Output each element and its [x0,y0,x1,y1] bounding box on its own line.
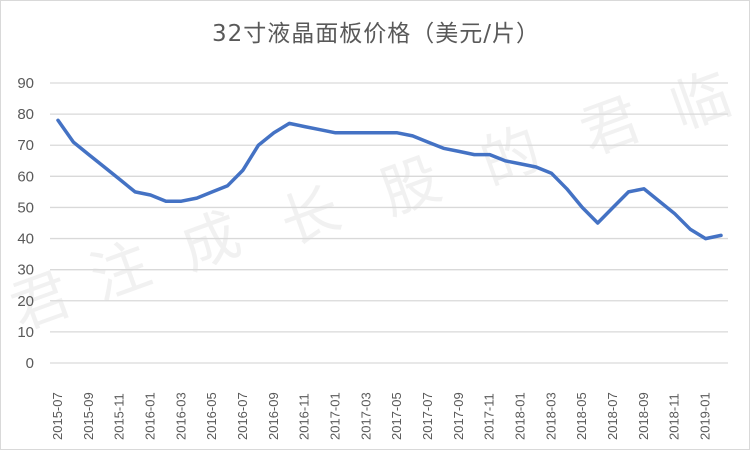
x-tick-label: 2017-03 [358,392,373,440]
x-tick-label: 2018-11 [667,393,682,440]
x-tick-label: 2018-09 [636,392,651,440]
price-line [56,118,723,241]
watermark-char: 君 [572,84,650,168]
y-tick-label: 20 [17,293,34,310]
x-tick-label: 2016-01 [143,392,158,440]
y-tick-label: 50 [17,199,34,216]
x-tick-label: 2015-09 [81,392,96,440]
watermark-char: 股 [372,144,450,228]
x-tick-label: 2017-09 [451,392,466,440]
x-tick-label: 2018-05 [574,392,589,440]
y-axis: 0 10 20 30 40 50 60 70 80 90 [17,75,34,372]
x-tick-label: 2016-11 [297,393,312,440]
watermark-char: 临 [662,59,740,143]
y-tick-label: 80 [17,106,34,123]
y-tick-label: 40 [17,231,34,248]
x-tick-label: 2015-07 [50,392,65,440]
x-tick-label: 2017-11 [482,393,497,440]
x-tick-label: 2017-01 [328,392,343,440]
x-tick-label: 2018-03 [543,392,558,440]
x-tick-label: 2018-01 [513,392,528,440]
y-tick-label: 10 [17,324,34,341]
x-tick-label: 2016-07 [235,392,250,440]
chart-title: 32寸液晶面板价格（美元/片） [211,21,540,47]
y-tick-label: 70 [17,137,34,154]
x-tick-label: 2019-01 [698,392,713,440]
x-tick-label: 2016-09 [266,392,281,440]
x-tick-label: 2016-03 [173,392,188,440]
watermark-char: 长 [272,174,350,258]
x-tick-label: 2017-07 [420,392,435,440]
x-tick-label: 2018-07 [605,392,620,440]
x-tick-label: 2015-11 [112,393,127,440]
gridlines [50,82,728,364]
x-axis: 2015-07 2015-09 2015-11 2016-01 2016-03 2016-… [50,392,713,440]
watermark-char: 成 [172,199,250,283]
y-tick-label: 60 [17,168,34,185]
y-tick-label: 0 [26,355,34,372]
y-tick-label: 30 [17,262,34,279]
x-tick-label: 2017-05 [389,392,404,440]
x-tick-label: 2016-05 [204,392,219,440]
y-tick-label: 90 [17,75,34,92]
